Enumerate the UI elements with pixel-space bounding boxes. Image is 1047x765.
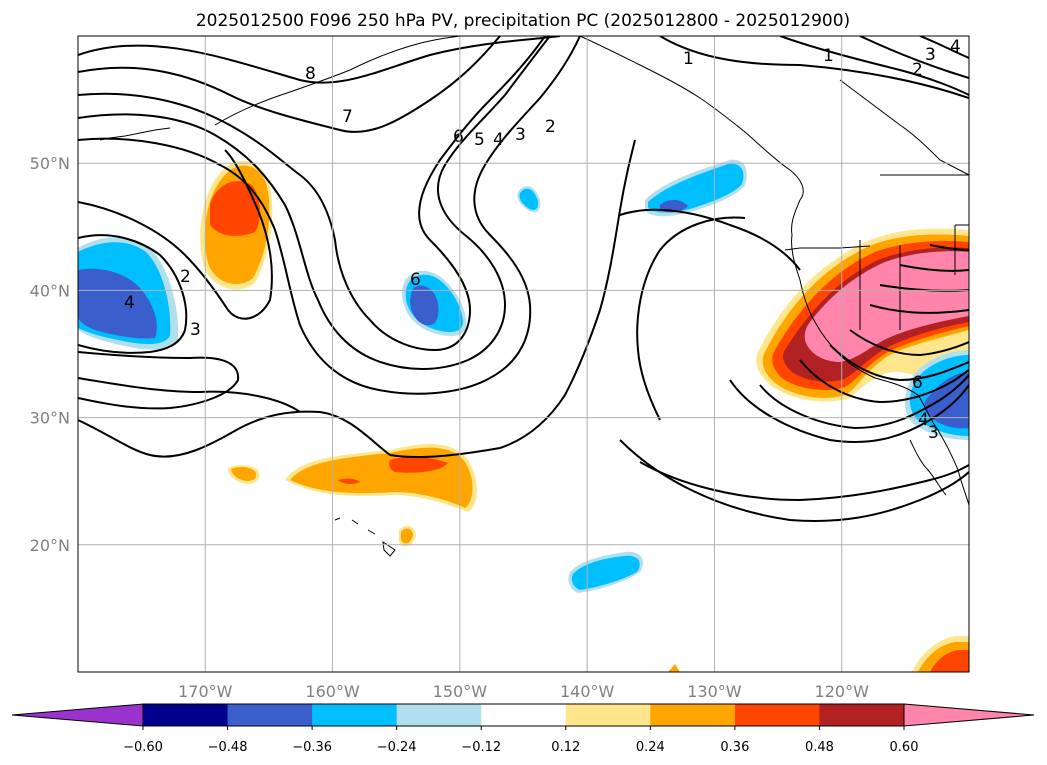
- contour-label: 5: [474, 130, 485, 150]
- colorbar: [11, 703, 1035, 727]
- colorbar-labels: −0.60 −0.48 −0.36 −0.24 −0.12 0.12 0.24 0.36 0.4…: [123, 726, 918, 755]
- pv-contour-labels: 1 1 2 2 2 3 3 3 4 4 4 5 6 6 6 7 8 3 4: [124, 37, 961, 443]
- contour-label: 3: [928, 423, 939, 443]
- contour-label: 4: [493, 130, 504, 150]
- precip-negative-dateline: [78, 237, 179, 350]
- colorbar-tick-label: −0.48: [208, 740, 248, 755]
- contour-label: 8: [305, 64, 316, 84]
- colorbar-tick-label: 0.36: [720, 740, 749, 755]
- colorbar-segment: [143, 704, 229, 726]
- precip-negative-north-pacific-152w: [402, 270, 467, 336]
- contour-label: 2: [912, 60, 923, 80]
- colorbar-tick-label: 0.60: [890, 740, 919, 755]
- contour-label: 4: [124, 293, 135, 313]
- latitude-labels: 50°N 40°N 30°N 20°N: [30, 154, 70, 555]
- contour-label: 7: [342, 107, 353, 127]
- colorbar-segment: [734, 704, 820, 726]
- longitude-labels: 170°W 160°W 150°W 140°W 130°W 120°W: [178, 682, 869, 701]
- lat-tick-label: 20°N: [30, 536, 70, 555]
- colorbar-tick-label: 0.12: [551, 740, 580, 755]
- precip-positive-northwest-us: [756, 228, 969, 420]
- contour-label: 4: [950, 37, 961, 57]
- lat-tick-label: 30°N: [30, 409, 70, 428]
- lat-lon-grid: [78, 36, 969, 672]
- colorbar-segment: [481, 704, 567, 726]
- lon-tick-label: 170°W: [178, 682, 233, 701]
- figure-title: 2025012500 F096 250 hPa PV, precipitatio…: [196, 11, 850, 31]
- contour-label: 6: [410, 270, 421, 290]
- contour-label: 2: [545, 117, 556, 137]
- colorbar-tick-label: 0.48: [805, 740, 834, 755]
- colorbar-extend-high: [903, 703, 1035, 727]
- contour-label: 4: [918, 410, 929, 430]
- colorbar-segment: [312, 704, 398, 726]
- contour-label: 3: [190, 320, 201, 340]
- precip-negative-gulf-of-alaska: [517, 159, 747, 217]
- contour-label: 3: [925, 45, 936, 65]
- lon-tick-label: 150°W: [433, 682, 488, 701]
- pv-contours: [78, 36, 969, 523]
- contour-label: 1: [823, 46, 834, 66]
- map-frame: [77, 35, 970, 673]
- colorbar-segment: [819, 704, 905, 726]
- colorbar-segment: [396, 704, 482, 726]
- lon-tick-label: 120°W: [815, 682, 870, 701]
- colorbar-segment: [565, 704, 651, 726]
- colorbar-tick-label: −0.36: [292, 740, 332, 755]
- colorbar-segment: [650, 704, 736, 726]
- lat-tick-label: 50°N: [30, 154, 70, 173]
- contour-label: 6: [912, 373, 923, 393]
- precip-positive-mexico-coast: [668, 636, 969, 672]
- lon-tick-label: 130°W: [687, 682, 742, 701]
- colorbar-tick-label: 0.24: [636, 740, 665, 755]
- lon-tick-label: 140°W: [560, 682, 615, 701]
- contour-label: 6: [453, 127, 464, 147]
- contour-label: 3: [515, 125, 526, 145]
- colorbar-tick-label: −0.12: [461, 740, 501, 755]
- colorbar-tick-label: −0.60: [123, 740, 163, 755]
- lat-tick-label: 40°N: [30, 281, 70, 300]
- colorbar-extend-low: [11, 703, 144, 727]
- contour-label: 1: [683, 49, 694, 69]
- contour-label: 2: [180, 267, 191, 287]
- lon-tick-label: 160°W: [305, 682, 360, 701]
- colorbar-segment: [227, 704, 313, 726]
- colorbar-frame: [142, 703, 905, 727]
- colorbar-tick-label: −0.24: [377, 740, 417, 755]
